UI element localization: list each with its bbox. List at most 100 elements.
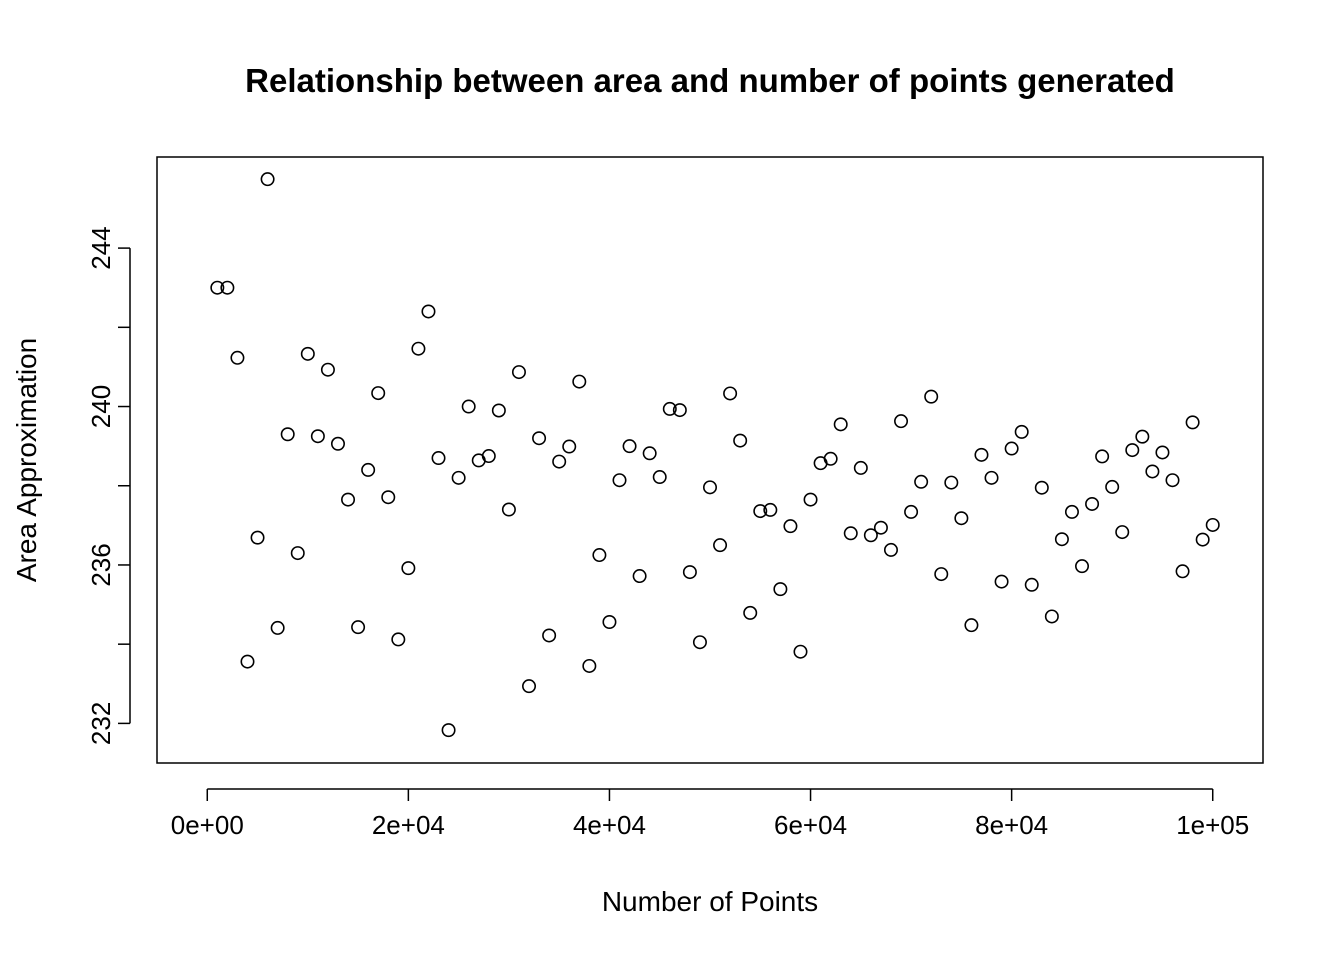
data-point (964, 618, 979, 633)
data-point (974, 447, 989, 462)
data-point (1115, 525, 1130, 540)
x-tick-label: 4e+04 (573, 810, 646, 840)
data-point (692, 635, 707, 650)
data-point (441, 723, 456, 738)
data-point (280, 427, 295, 442)
data-point (682, 565, 697, 580)
data-point (501, 502, 516, 517)
data-point (934, 567, 949, 582)
x-axis-label: Number of Points (602, 886, 818, 917)
data-point (431, 451, 446, 466)
data-point (341, 492, 356, 507)
data-point (743, 605, 758, 620)
data-point (240, 654, 255, 669)
data-point (773, 582, 788, 597)
y-tick-label: 240 (86, 385, 116, 428)
data-point (904, 504, 919, 519)
data-point (1165, 473, 1180, 488)
y-tick-label: 236 (86, 543, 116, 586)
data-point (632, 569, 647, 584)
data-point (451, 470, 466, 485)
data-point (1145, 464, 1160, 479)
data-point (894, 414, 909, 429)
data-point (713, 538, 728, 553)
data-point (612, 473, 627, 488)
plot-frame (156, 156, 1264, 764)
data-point (210, 280, 225, 295)
data-point (994, 574, 1009, 589)
data-point (1054, 532, 1069, 547)
data-point (270, 620, 285, 635)
data-point (491, 403, 506, 418)
data-point (1044, 609, 1059, 624)
data-point (1135, 429, 1150, 444)
data-point (984, 470, 999, 485)
data-point (1085, 496, 1100, 511)
x-tick-label: 8e+04 (975, 810, 1048, 840)
data-point (622, 439, 637, 454)
data-point (552, 454, 567, 469)
data-point (381, 490, 396, 505)
data-point (401, 561, 416, 576)
x-tick-label: 6e+04 (774, 810, 847, 840)
data-point (833, 417, 848, 432)
data-point (300, 346, 315, 361)
data-point (1014, 424, 1029, 439)
data-point (290, 546, 305, 561)
data-point (391, 632, 406, 647)
data-point (1125, 443, 1140, 458)
chart-title: Relationship between area and number of … (245, 62, 1175, 99)
data-point (230, 350, 245, 365)
data-point (733, 433, 748, 448)
data-point (944, 475, 959, 490)
data-point (1075, 559, 1090, 574)
data-point (250, 530, 265, 545)
data-point (220, 280, 235, 295)
data-point (351, 620, 366, 635)
y-axis: 232 236 240 244 (86, 226, 131, 745)
y-axis-label: Area Approximation (11, 338, 42, 582)
data-point (592, 548, 607, 563)
data-point (642, 446, 657, 461)
data-point (1105, 479, 1120, 494)
x-tick-label: 0e+00 (171, 810, 244, 840)
data-point (1175, 564, 1190, 579)
data-points (210, 172, 1220, 738)
data-point (723, 386, 738, 401)
data-point (853, 460, 868, 475)
data-point (481, 449, 496, 464)
data-point (572, 374, 587, 389)
data-point (1024, 577, 1039, 592)
data-point (542, 628, 557, 643)
data-point (783, 519, 798, 534)
data-point (803, 492, 818, 507)
x-tick-label: 2e+04 (372, 810, 445, 840)
data-point (361, 462, 376, 477)
data-point (602, 614, 617, 629)
data-point (421, 304, 436, 319)
data-point (310, 429, 325, 444)
data-point (662, 401, 677, 416)
data-point (1205, 517, 1220, 532)
y-tick-label: 244 (86, 226, 116, 269)
data-point (763, 502, 778, 517)
data-point (461, 399, 476, 414)
data-point (522, 679, 537, 694)
data-point (1195, 532, 1210, 547)
data-point (330, 436, 345, 451)
data-point (1095, 449, 1110, 464)
data-point (924, 389, 939, 404)
data-point (914, 474, 929, 489)
data-point (511, 365, 526, 380)
y-tick-label: 232 (86, 702, 116, 745)
data-point (371, 386, 386, 401)
data-point (1155, 445, 1170, 460)
data-point (672, 403, 687, 418)
data-point (1004, 441, 1019, 456)
data-point (1034, 480, 1049, 495)
x-axis: 0e+00 2e+04 4e+04 6e+04 8e+04 1e+05 (171, 788, 1249, 840)
data-point (1064, 504, 1079, 519)
data-point (883, 542, 898, 557)
data-point (652, 470, 667, 485)
